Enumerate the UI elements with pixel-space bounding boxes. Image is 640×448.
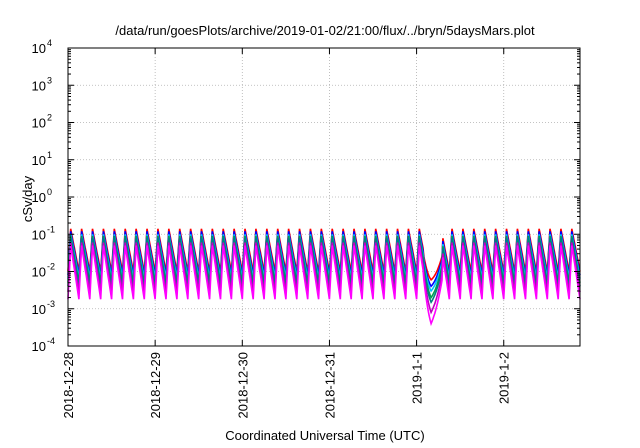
y-tick-label: 10 [32,190,46,205]
x-axis: 2018-12-28 2018-12-29 2018-12-30 2018-12-31… [61,48,512,419]
y-tick-label: 10 [32,265,46,280]
y-tick-exponent: -3 [47,299,55,309]
y-tick-exponent: 4 [47,38,52,48]
grid-lines [68,48,580,346]
y-tick-label: 10 [32,41,46,56]
y-tick-label: 10 [32,302,46,317]
x-axis-label: Coordinated Universal Time (UTC) [225,428,424,443]
y-tick-exponent: -1 [47,224,55,234]
y-tick-exponent: 2 [47,113,52,123]
y-tick-label: 10 [32,339,46,354]
y-tick-exponent: 1 [47,150,52,160]
x-tick-label: 2019-1-1 [410,352,425,404]
y-tick-label: 10 [32,227,46,242]
y-tick-exponent: -2 [47,262,55,272]
y-tick-exponent: 0 [47,187,52,197]
plot-area [67,228,581,327]
y-tick-exponent: -4 [47,336,55,346]
series-line-6 [67,245,581,327]
x-tick-label: 2018-12-29 [148,352,163,419]
y-tick-label: 10 [32,153,46,168]
y-tick-label: 10 [32,116,46,131]
x-tick-label: 2018-12-28 [61,352,76,419]
y-tick-label: 10 [32,78,46,93]
chart-title: /data/run/goesPlots/archive/2019-01-02/2… [115,23,535,38]
x-tick-label: 2018-12-30 [235,352,250,419]
y-tick-exponent: 3 [47,75,52,85]
x-tick-label: 2019-1-2 [497,352,512,404]
y-axis-label: cSv/day [20,175,35,222]
x-tick-label: 2018-12-31 [322,352,337,419]
